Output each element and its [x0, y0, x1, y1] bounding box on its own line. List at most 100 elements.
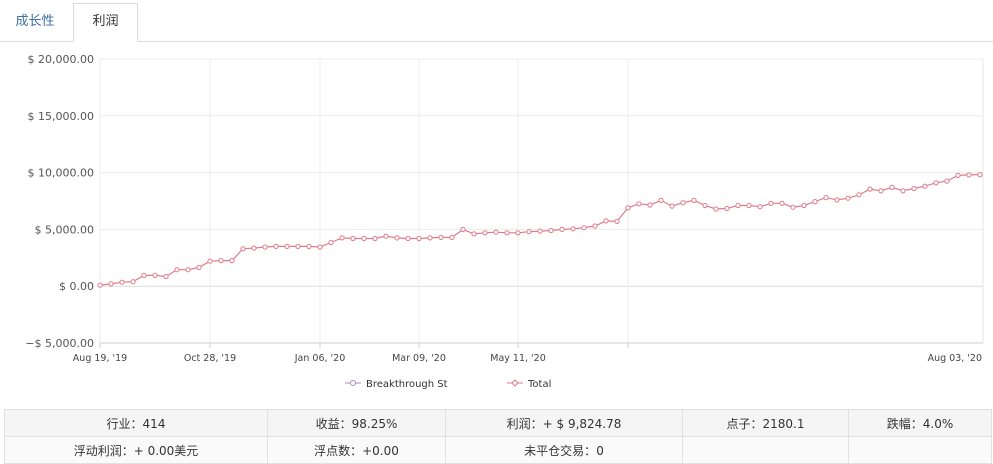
data-point-total[interactable] [933, 180, 939, 186]
data-point-total[interactable] [152, 272, 158, 278]
tab-growth[interactable]: 成长性 [15, 14, 55, 29]
data-point-total[interactable] [460, 226, 466, 232]
data-point-total[interactable] [108, 281, 114, 287]
data-point-total[interactable] [262, 244, 268, 250]
data-point-total[interactable] [394, 235, 400, 241]
chart-legend[interactable]: Breakthrough St Total [345, 379, 551, 390]
data-point-total[interactable] [603, 218, 609, 224]
data-point-total[interactable] [966, 172, 972, 178]
data-point-total[interactable] [812, 199, 818, 205]
data-point-total[interactable] [328, 239, 334, 246]
data-point-total[interactable] [911, 185, 917, 192]
stat-label: 未平仓交易： [524, 443, 597, 458]
data-point-total[interactable] [636, 201, 642, 207]
data-point-total[interactable] [240, 246, 246, 252]
data-point-total[interactable] [570, 226, 576, 232]
data-point-total[interactable] [493, 229, 499, 235]
data-point-total[interactable] [779, 200, 785, 206]
data-point-total[interactable] [339, 235, 345, 241]
data-point-total[interactable] [361, 235, 367, 242]
data-point-total[interactable] [229, 258, 235, 264]
data-point-total[interactable] [592, 223, 598, 229]
data-point-total[interactable] [97, 282, 103, 288]
data-point-total[interactable] [823, 195, 829, 201]
data-point-total[interactable] [790, 204, 796, 210]
data-point-total[interactable] [669, 203, 675, 209]
data-point-total[interactable] [449, 234, 455, 240]
data-point-total[interactable] [218, 258, 224, 264]
x-tick-label: Oct 28, '19 [184, 353, 236, 364]
stat-value: +0.00 [362, 443, 399, 458]
data-point-total[interactable] [944, 178, 950, 184]
data-point-total[interactable] [196, 264, 202, 271]
stat-open-trades: 未平仓交易：0 [445, 436, 683, 464]
data-point-total[interactable] [284, 243, 290, 249]
legend-item-total[interactable]: Total [507, 379, 551, 390]
data-point-total[interactable] [438, 234, 444, 240]
data-point-total[interactable] [768, 200, 774, 206]
data-point-total[interactable] [471, 231, 477, 237]
data-point-total[interactable] [416, 235, 422, 242]
data-point-total[interactable] [559, 226, 565, 232]
data-point-total[interactable] [702, 202, 708, 209]
data-point-total[interactable] [548, 227, 554, 234]
data-point-total[interactable] [691, 197, 697, 203]
stat-trades: 行业：414 [4, 409, 268, 437]
data-point-total[interactable] [482, 230, 488, 236]
data-point-total[interactable] [130, 279, 136, 285]
data-point-total[interactable] [207, 258, 213, 264]
data-point-total[interactable] [801, 202, 807, 209]
data-point-total[interactable] [306, 243, 312, 249]
data-point-total[interactable] [658, 197, 664, 203]
stats-row: 行业：414 收益：98.25% 利润：+ $ 9,824.78 点子：2180… [4, 409, 992, 437]
data-point-total[interactable] [141, 272, 147, 278]
data-point-total[interactable] [515, 230, 521, 236]
stat-floating-profit: 浮动利润：+ 0.00美元 [4, 436, 268, 464]
data-point-total[interactable] [856, 192, 862, 198]
data-point-total[interactable] [647, 202, 653, 208]
data-point-total[interactable] [746, 202, 752, 209]
stat-label: 浮动利润： [73, 443, 134, 458]
data-point-total[interactable] [372, 235, 378, 242]
data-point-total[interactable] [900, 188, 906, 194]
data-point-total[interactable] [614, 218, 620, 224]
data-point-total[interactable] [350, 235, 356, 242]
data-point-total[interactable] [724, 205, 730, 211]
data-point-total[interactable] [581, 225, 587, 231]
y-tick-label: $ 5,000.00 [35, 223, 94, 236]
data-point-total[interactable] [295, 243, 301, 249]
data-point-total[interactable] [251, 245, 257, 251]
data-point-total[interactable] [757, 204, 763, 210]
data-point-total[interactable] [680, 200, 686, 206]
tab-profit[interactable]: 利润 [73, 3, 138, 42]
data-point-total[interactable] [504, 230, 510, 236]
x-tick-label: Aug 03, '20 [928, 353, 982, 364]
data-point-total[interactable] [889, 184, 895, 190]
data-point-total[interactable] [174, 267, 180, 273]
data-point-total[interactable] [537, 228, 543, 234]
data-point-total[interactable] [834, 197, 840, 203]
data-point-total[interactable] [405, 235, 411, 242]
data-point-total[interactable] [625, 205, 631, 211]
data-point-total[interactable] [317, 244, 323, 250]
data-point-total[interactable] [526, 229, 532, 235]
data-point-total[interactable] [383, 233, 389, 239]
data-point-total[interactable] [713, 206, 719, 212]
stat-value: 0 [596, 443, 604, 458]
stat-label: 跌幅： [886, 416, 923, 431]
chart-grid [99, 58, 984, 344]
legend-item-breakthrough[interactable]: Breakthrough St [345, 379, 448, 390]
stat-drawdown: 跌幅：4.0% [848, 409, 992, 437]
data-point-total[interactable] [185, 267, 191, 273]
data-point-total[interactable] [955, 172, 961, 178]
data-point-total[interactable] [922, 183, 928, 189]
data-point-total[interactable] [735, 202, 741, 209]
data-point-total[interactable] [867, 186, 873, 192]
data-point-total[interactable] [878, 188, 884, 194]
data-point-total[interactable] [977, 172, 983, 178]
data-point-total[interactable] [427, 235, 433, 241]
data-point-total[interactable] [845, 195, 851, 201]
data-point-total[interactable] [119, 279, 125, 285]
data-point-total[interactable] [273, 243, 279, 249]
data-point-total[interactable] [163, 273, 169, 280]
